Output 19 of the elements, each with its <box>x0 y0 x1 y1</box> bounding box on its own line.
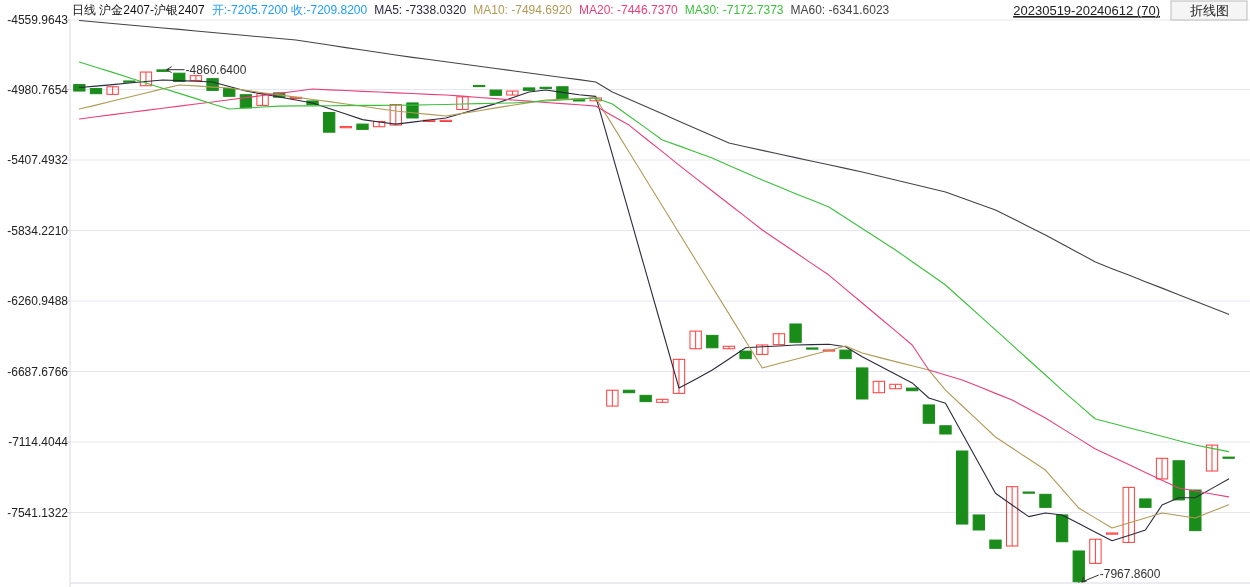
text: MA30: -7172.7373 <box>684 3 784 17</box>
text: MA10: -7494.6920 <box>473 3 573 17</box>
text: 折线图 <box>1189 4 1229 18</box>
y-tick-label: -6260.9488 <box>7 294 69 309</box>
y-tick-label: -5834.2210 <box>7 223 69 238</box>
annotation: -7967.8600 <box>1099 567 1161 581</box>
text: MA20: -7446.7370 <box>579 3 679 17</box>
y-tick-label: -7114.4044 <box>8 435 69 450</box>
y-tick-label: -4559.9643 <box>7 13 69 27</box>
text: 20230519-20240612 (70) <box>1013 3 1160 18</box>
annotation: -4860.6400 <box>185 62 247 77</box>
y-tick-label: -6687.6766 <box>7 364 69 379</box>
y-tick-label: -4980.7654 <box>7 82 69 97</box>
text: MA5: -7338.0320 <box>374 3 467 17</box>
y-tick-label: -5407.4932 <box>7 153 69 168</box>
chart-title: 日线 沪金2407-沪银2407 <box>72 3 206 17</box>
text: MA60: -6341.6023 <box>790 3 890 17</box>
y-tick-label: -7541.1322 <box>7 505 69 520</box>
chart-subtitle: 开:-7205.7200 收:-7209.8200 <box>211 3 368 17</box>
